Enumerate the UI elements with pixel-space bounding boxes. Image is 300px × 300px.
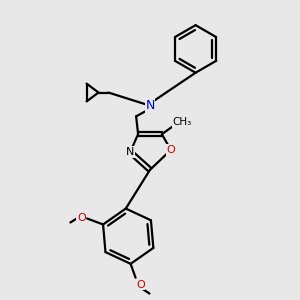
Text: N: N	[126, 147, 134, 157]
Text: O: O	[136, 280, 145, 290]
Text: CH₃: CH₃	[172, 117, 191, 127]
Text: O: O	[167, 145, 175, 155]
Text: O: O	[77, 212, 85, 223]
Text: N: N	[145, 99, 155, 112]
